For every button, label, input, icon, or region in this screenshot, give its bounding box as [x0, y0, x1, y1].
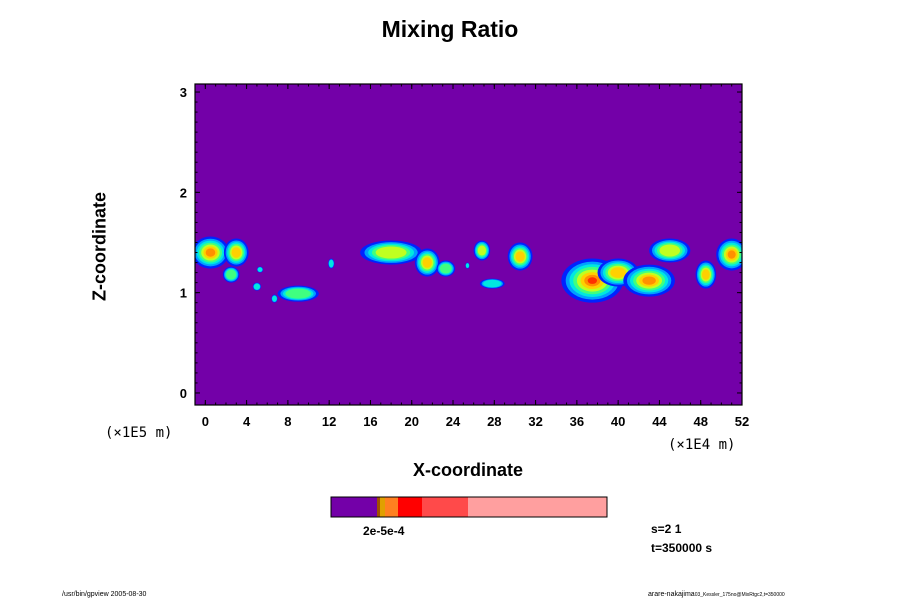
- contour-blob: [623, 264, 675, 297]
- contour-blob: [222, 266, 240, 283]
- contour-blob: [649, 238, 691, 263]
- x-tick-label: 16: [363, 414, 377, 429]
- contour-blob: [716, 238, 742, 271]
- x-tick-label: 0: [202, 414, 209, 429]
- contour-level: [285, 288, 312, 299]
- contour-level: [375, 246, 407, 259]
- colorbar-segment: [380, 497, 385, 517]
- contour-blob: [507, 242, 533, 271]
- footer-right: arare-nakajima03_Kessler_175no@MixRtgc2,…: [648, 591, 785, 598]
- contour-level: [727, 250, 736, 259]
- colorbar-segment: [398, 497, 422, 517]
- contour-level: [328, 259, 334, 268]
- footer-right-small: 03_Kessler_175no@MixRtgc2,t=350000: [694, 592, 785, 598]
- x-tick-label: 24: [446, 414, 461, 429]
- colorbar-segment: [422, 497, 468, 517]
- x-axis-unit: (×1E4 m): [668, 437, 736, 453]
- colorbar-frame: [330, 496, 608, 518]
- chart-title: Mixing Ratio: [381, 16, 519, 42]
- colorbar-labels: 2e-5e-4: [363, 524, 405, 538]
- x-tick-label: 44: [652, 414, 667, 429]
- time-label: t=350000 s: [651, 541, 713, 555]
- colorbar-segment: [385, 497, 398, 517]
- contour-level: [440, 263, 452, 274]
- contour-blob: [223, 238, 249, 267]
- y-tick-label: 2: [180, 185, 187, 200]
- contour-blob: [695, 260, 717, 289]
- contour-blob: [436, 260, 456, 277]
- footer-left: /usr/bin/gpview 2005-08-30: [62, 591, 147, 598]
- contour-level: [701, 269, 710, 280]
- x-tick-label: 52: [735, 414, 749, 429]
- contour-level: [465, 263, 469, 268]
- contour-level: [483, 279, 502, 288]
- x-axis-label: X-coordinate: [412, 460, 523, 480]
- y-tick-label: 1: [180, 286, 187, 301]
- contour-blob: [414, 248, 440, 277]
- contour-level: [642, 276, 656, 285]
- x-tick-label: 36: [570, 414, 584, 429]
- contour-level: [515, 251, 525, 262]
- x-tick-label: 20: [405, 414, 419, 429]
- contour-blob: [479, 278, 505, 289]
- contour-blob: [328, 258, 335, 269]
- y-axis-unit: (×1E5 m): [105, 425, 173, 441]
- contour-level: [477, 245, 487, 256]
- x-tick-label: 48: [693, 414, 707, 429]
- contour-level: [253, 283, 260, 290]
- contour-level: [610, 267, 626, 278]
- contour-level: [205, 248, 216, 257]
- y-axis-label: Z-coordinate: [89, 192, 110, 302]
- contour-level: [587, 277, 597, 284]
- x-tick-label: 4: [243, 414, 251, 429]
- x-tick-label: 28: [487, 414, 501, 429]
- contour-level: [257, 267, 263, 272]
- contour-blob: [256, 266, 264, 273]
- contour-level: [659, 244, 681, 257]
- contour-blob: [360, 240, 423, 265]
- contour-level: [422, 257, 432, 268]
- contour-blob: [195, 236, 230, 269]
- colorbar: [330, 496, 608, 518]
- plot-frame: [194, 83, 743, 406]
- contour-blob: [465, 262, 470, 269]
- colorbar-segment: [468, 497, 607, 517]
- step-label: s=2 1: [651, 522, 682, 536]
- x-tick-label: 40: [611, 414, 625, 429]
- plot-background: [195, 84, 742, 405]
- x-tick-label: 8: [284, 414, 291, 429]
- y-tick-label: 3: [180, 85, 187, 100]
- colorbar-segment: [377, 497, 380, 517]
- contour-blob: [252, 282, 262, 291]
- x-tick-label: 32: [528, 414, 542, 429]
- contour-level: [226, 269, 237, 280]
- contour-level: [231, 247, 241, 258]
- contour-blob: [277, 285, 319, 302]
- contour-blob: [473, 240, 491, 261]
- y-tick-label: 0: [180, 386, 187, 401]
- contour-level: [272, 295, 277, 302]
- x-tick-label: 12: [322, 414, 336, 429]
- colorbar-segment: [331, 497, 377, 517]
- footer-right-main: arare-nakajima: [648, 591, 695, 598]
- contour-layer: [195, 236, 742, 303]
- contour-blob: [271, 294, 278, 303]
